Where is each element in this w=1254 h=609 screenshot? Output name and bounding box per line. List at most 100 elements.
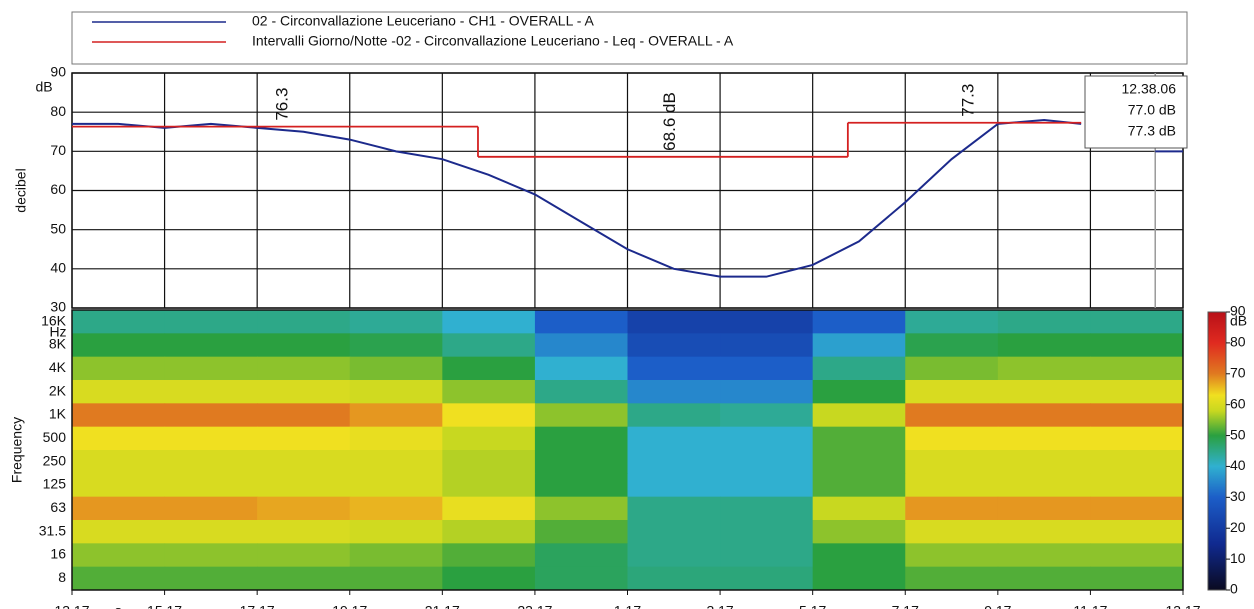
heat-cell [1090, 333, 1183, 357]
heat-cell [442, 380, 535, 404]
heat-cell [535, 497, 628, 521]
heat-cell [350, 427, 443, 451]
heat-cell [165, 520, 258, 544]
heat-cell [905, 450, 998, 474]
heat-cell [72, 333, 165, 357]
heat-cell [350, 473, 443, 497]
heat-cell [72, 543, 165, 567]
heat-cell [905, 567, 998, 591]
heat-cell [720, 403, 813, 427]
heat-cell [720, 427, 813, 451]
heat-cell [628, 567, 721, 591]
value-label: 68.6 dB [660, 92, 679, 151]
heat-cell [998, 520, 1091, 544]
heat-cell [1090, 450, 1183, 474]
cursor-readout: 77.3 dB [1128, 123, 1176, 139]
heat-cell [1090, 380, 1183, 404]
heat-cell [72, 403, 165, 427]
heat-cell [257, 403, 350, 427]
heat-cell [257, 473, 350, 497]
x-tick-label: 13.17 [1165, 603, 1200, 609]
heat-cell [720, 473, 813, 497]
y-axis-label: Frequency [9, 417, 25, 483]
heat-cell [165, 380, 258, 404]
heat-cell [998, 427, 1091, 451]
heat-cell [720, 357, 813, 381]
heat-cell [350, 520, 443, 544]
y-unit: dB [35, 79, 52, 95]
heat-cell [535, 310, 628, 334]
y-axis-label: decibel [13, 168, 29, 212]
heat-cell [257, 567, 350, 591]
heat-cell [165, 543, 258, 567]
x-tick-label: 13.17 [54, 603, 89, 609]
heat-cell [998, 380, 1091, 404]
heat-cell [257, 357, 350, 381]
legend-label: 02 - Circonvallazione Leuceriano - CH1 -… [252, 13, 595, 29]
heat-cell [72, 497, 165, 521]
heat-cell [905, 543, 998, 567]
heat-cell [350, 567, 443, 591]
heat-cell [442, 567, 535, 591]
heat-cell [998, 310, 1091, 334]
heat-cell [350, 333, 443, 357]
heat-cell [442, 403, 535, 427]
heat-cell [442, 473, 535, 497]
heat-cell [813, 310, 906, 334]
colorbar-label: 0 [1230, 581, 1238, 597]
heat-cell [535, 333, 628, 357]
heat-cell [442, 497, 535, 521]
y-tick-label: 70 [50, 142, 66, 158]
heat-cell [720, 543, 813, 567]
x-unit: s [115, 603, 122, 609]
heat-cell [905, 380, 998, 404]
x-tick-label: 1.17 [614, 603, 641, 609]
heat-cell [813, 450, 906, 474]
heat-cell [442, 333, 535, 357]
colorbar-label: 10 [1230, 550, 1246, 566]
heat-cell [628, 450, 721, 474]
heat-cell [998, 450, 1091, 474]
y-tick-label: 500 [43, 429, 67, 445]
colorbar [1208, 312, 1226, 590]
x-tick-label: 7.17 [892, 603, 919, 609]
heat-cell [535, 520, 628, 544]
value-label: 76.3 [273, 88, 292, 121]
heat-cell [1090, 357, 1183, 381]
heat-cell [350, 380, 443, 404]
y-tick-label: 125 [43, 476, 67, 492]
heat-cell [905, 520, 998, 544]
heat-cell [1090, 520, 1183, 544]
heat-cell [257, 310, 350, 334]
colorbar-label: 80 [1230, 334, 1246, 350]
heat-cell [1090, 473, 1183, 497]
heat-cell [628, 520, 721, 544]
y-unit: Hz [49, 323, 66, 339]
heat-cell [998, 403, 1091, 427]
cursor-time: 12.38.06 [1122, 81, 1177, 97]
heat-cell [442, 310, 535, 334]
heat-cell [998, 357, 1091, 381]
heat-cell [442, 427, 535, 451]
heat-cell [905, 427, 998, 451]
heat-cell [1090, 497, 1183, 521]
heat-cell [535, 567, 628, 591]
heat-cell [905, 403, 998, 427]
colorbar-label: 60 [1230, 395, 1246, 411]
y-tick-label: 50 [50, 220, 66, 236]
y-tick-label: 80 [50, 103, 66, 119]
heat-cell [72, 357, 165, 381]
heat-cell [628, 333, 721, 357]
heat-cell [257, 497, 350, 521]
heat-cell [628, 357, 721, 381]
heat-cell [442, 357, 535, 381]
heat-cell [628, 427, 721, 451]
heat-cell [720, 567, 813, 591]
heat-cell [350, 497, 443, 521]
heat-cell [1090, 427, 1183, 451]
legend-label: Intervalli Giorno/Notte -02 - Circonvall… [252, 33, 734, 49]
heat-cell [813, 427, 906, 451]
heat-cell [165, 427, 258, 451]
heat-cell [628, 473, 721, 497]
heat-cell [72, 567, 165, 591]
